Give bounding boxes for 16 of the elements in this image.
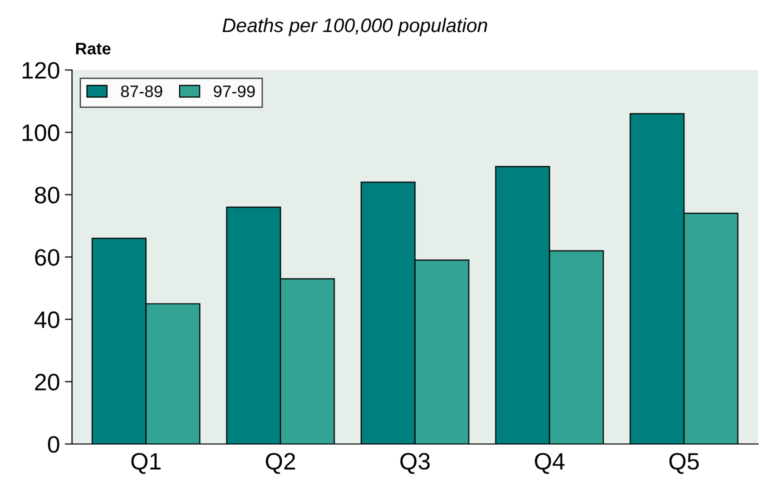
y-tick-label: 80 [34, 186, 60, 204]
legend-label: 97-99 [214, 85, 255, 98]
x-tick-label: Q1 [131, 452, 161, 474]
y-axis-title: Rate [76, 42, 111, 54]
x-tick-label: Q2 [266, 452, 296, 474]
legend-label: 87-89 [121, 85, 162, 98]
x-tick-label: Q4 [534, 452, 565, 474]
y-tick-label: 0 [48, 436, 60, 453]
y-tick-label: 20 [35, 374, 60, 390]
chart-title: Deaths per 100,000 population [222, 18, 488, 36]
y-tick-label: 120 [22, 62, 60, 79]
x-tick-label: Q5 [669, 452, 699, 474]
y-tick-label: 100 [22, 124, 60, 142]
y-tick-label: 60 [35, 249, 60, 266]
x-tick-label: Q3 [400, 452, 430, 474]
y-tick-label: 40 [34, 311, 60, 328]
